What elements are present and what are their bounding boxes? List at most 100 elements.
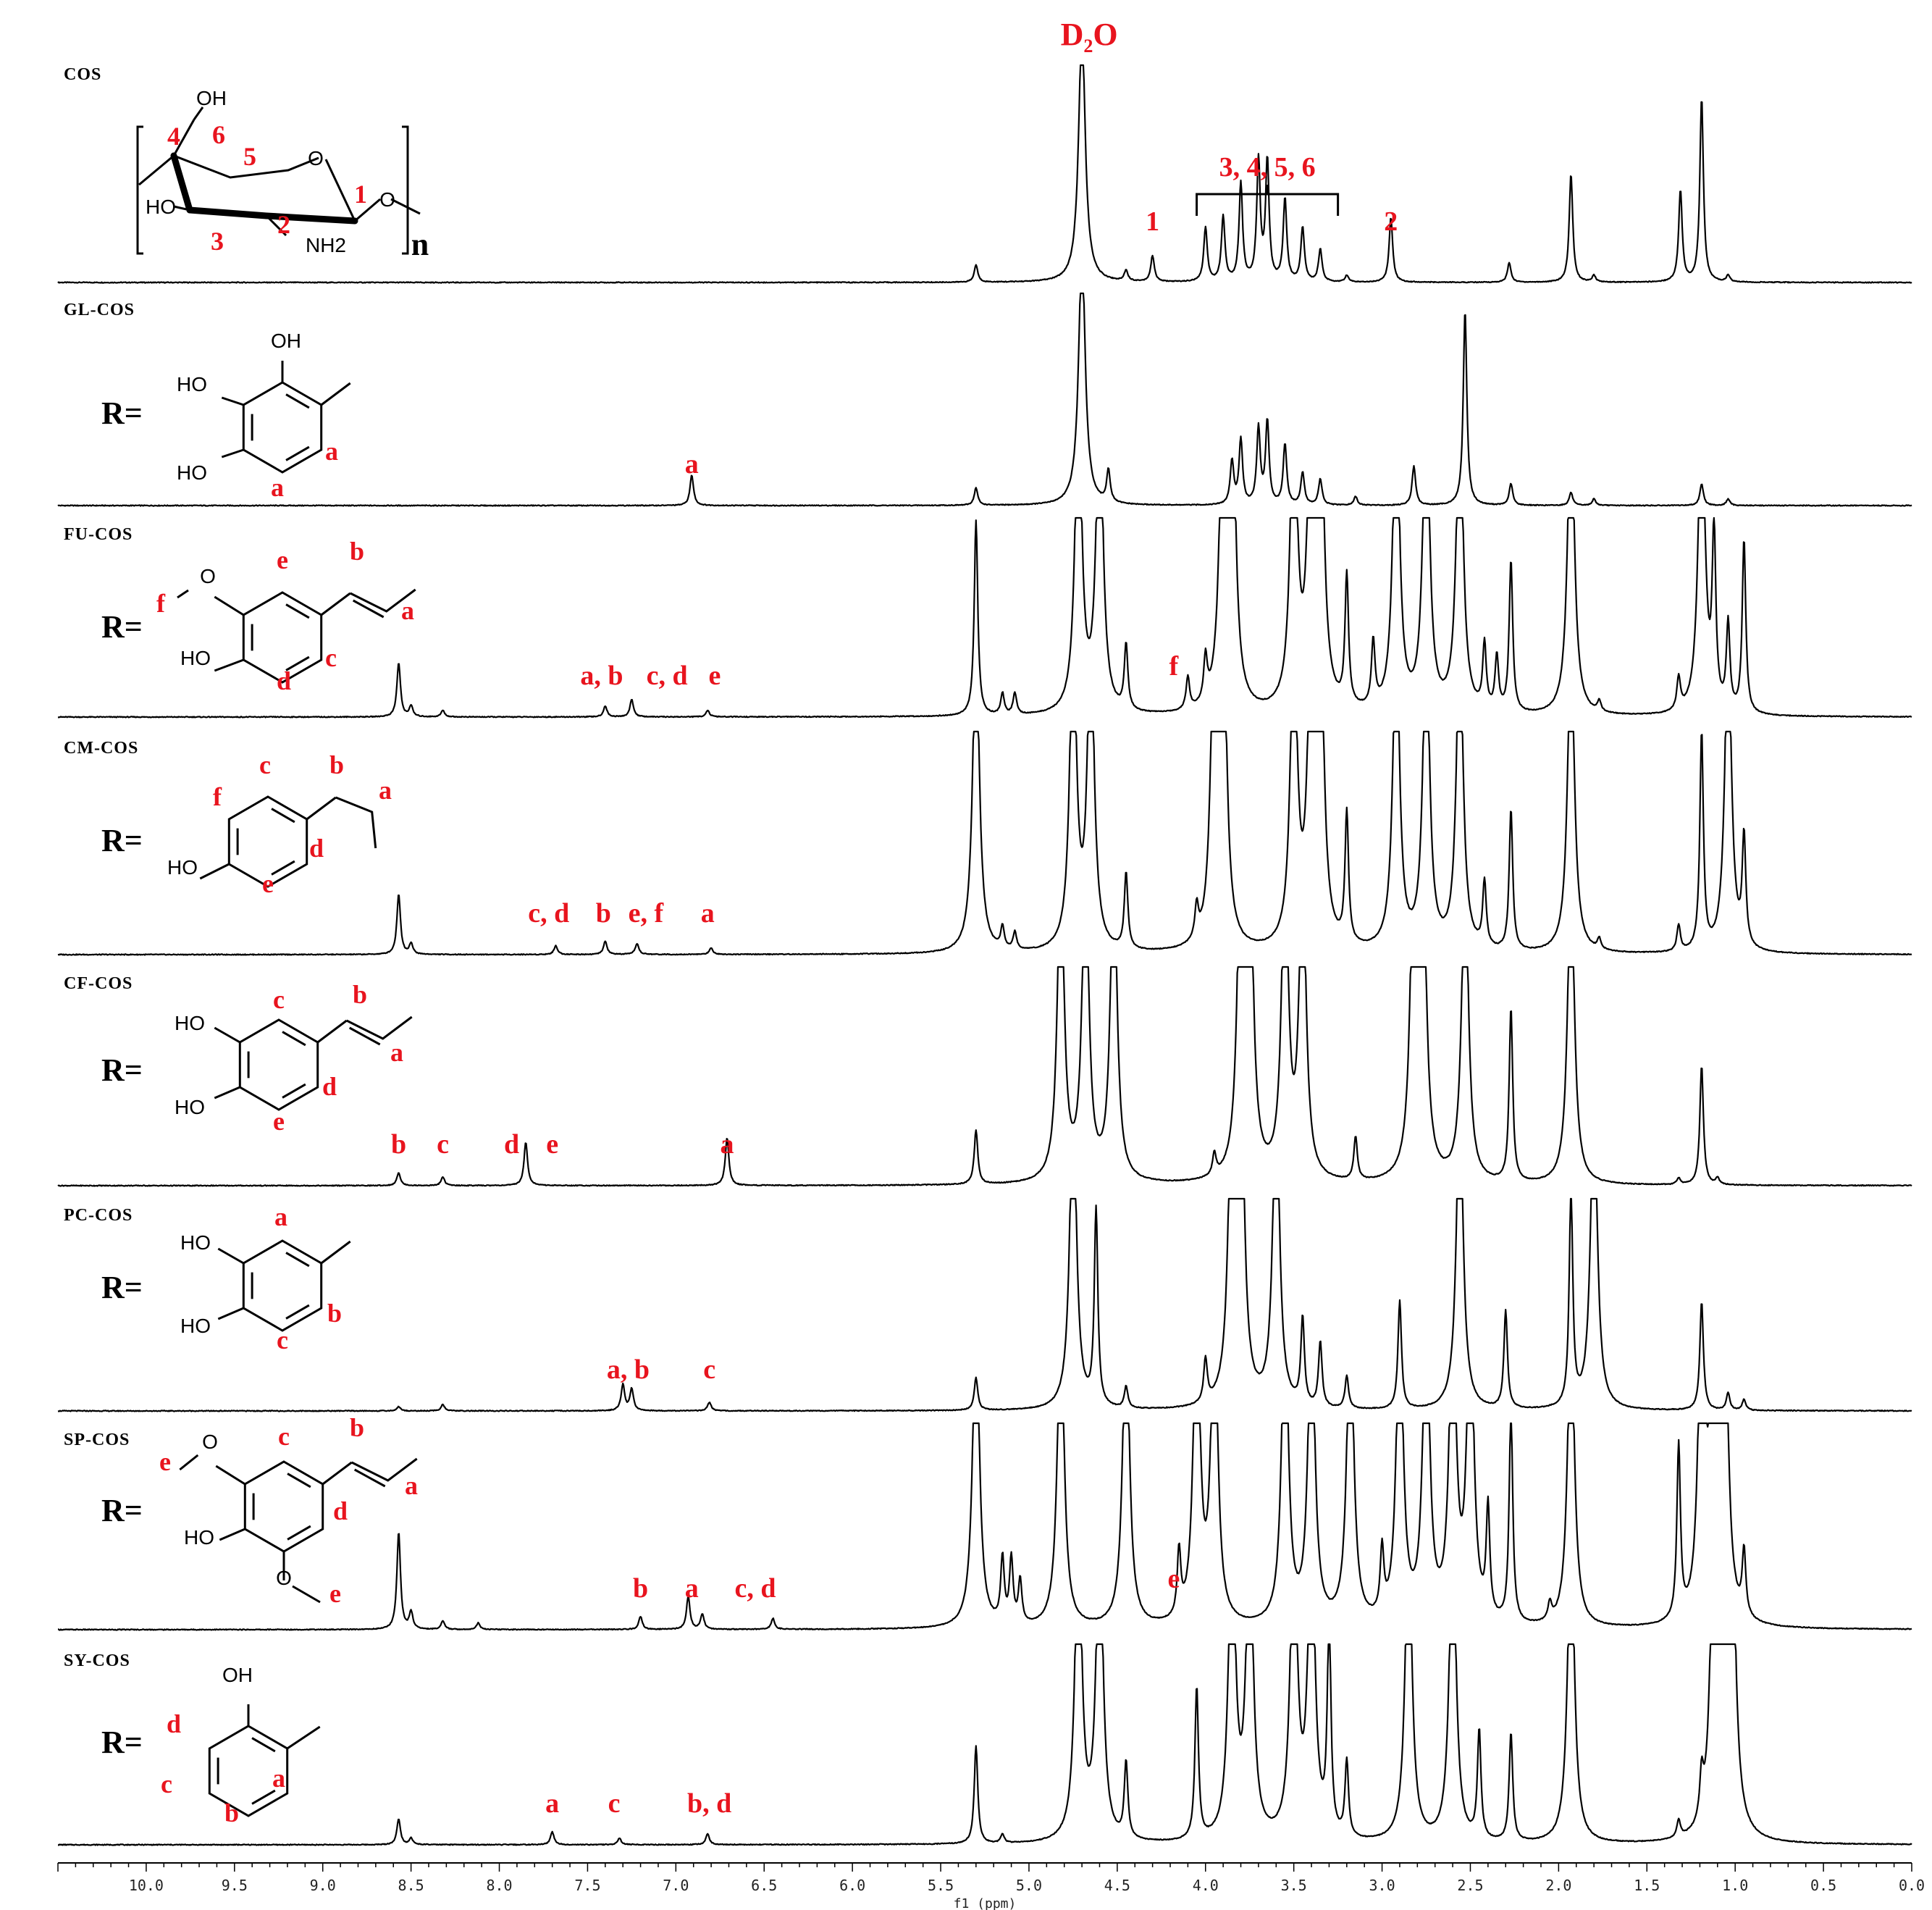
- sample-label: SY-COS: [64, 1651, 130, 1670]
- bond: [214, 658, 244, 672]
- peak-label: c: [608, 1788, 621, 1819]
- structure-label: 3: [211, 227, 224, 256]
- structure-label: e: [262, 869, 274, 898]
- r-label: R=: [101, 395, 143, 431]
- structure-label: c: [273, 985, 285, 1014]
- bracket: [1196, 185, 1340, 216]
- tick-label: 1.0: [1722, 1877, 1748, 1894]
- sample-label: CF-COS: [64, 974, 133, 993]
- ring-outline: [238, 1018, 319, 1111]
- spectrum-line-pc-cos: [57, 1197, 1912, 1412]
- bond: [348, 1026, 381, 1046]
- bond: [173, 205, 190, 211]
- bond: [217, 1247, 245, 1265]
- double-bond: [285, 1304, 310, 1320]
- tick-label: 8.5: [398, 1877, 424, 1894]
- tick-label: 0.0: [1899, 1877, 1925, 1894]
- peak-label: c: [437, 1129, 449, 1160]
- double-bond: [285, 655, 310, 671]
- structure-label: e: [277, 545, 288, 574]
- ring-outline: [242, 1239, 323, 1332]
- tick-label: 9.0: [310, 1877, 336, 1894]
- ring-outline: [242, 381, 323, 474]
- structure-label: e: [159, 1447, 171, 1476]
- peak-label: a, b: [580, 661, 623, 691]
- peak-label: b: [633, 1573, 648, 1604]
- sample-label: FU-COS: [64, 525, 133, 544]
- bond: [186, 206, 270, 219]
- structure-label: 1: [354, 180, 367, 209]
- structure-label: c: [277, 1325, 288, 1354]
- peak-label: a: [685, 1573, 699, 1604]
- structure-label: f: [156, 589, 166, 618]
- spectrum-sy-cos: [57, 1643, 1912, 1846]
- bond: [219, 1528, 245, 1541]
- structure-label: a: [390, 1038, 403, 1067]
- spectrum-fu-cos: [57, 516, 1912, 719]
- structure-label: b: [353, 980, 367, 1009]
- structure-label: HO: [177, 461, 207, 484]
- bond: [214, 595, 245, 616]
- structure-label: d: [309, 834, 324, 863]
- structure-label: HO: [167, 856, 198, 879]
- peak-label: b, d: [687, 1788, 731, 1819]
- tick-label: 7.5: [574, 1877, 600, 1894]
- structure-label: e: [329, 1579, 341, 1608]
- tick-label: 4.5: [1104, 1877, 1130, 1894]
- bond: [350, 588, 416, 613]
- tick-label: 6.5: [751, 1877, 777, 1894]
- peak-label: c, d: [735, 1573, 776, 1604]
- tick-label: 7.0: [663, 1877, 689, 1894]
- peak-label: e, f: [629, 898, 665, 929]
- structure-label: 6: [212, 120, 225, 149]
- benzene-ring: [238, 1018, 319, 1111]
- bond: [306, 796, 337, 821]
- bond: [221, 396, 244, 406]
- structure-label: O: [200, 565, 216, 587]
- bond: [390, 198, 421, 215]
- bond: [324, 159, 356, 222]
- structure-label: HO: [175, 1012, 205, 1034]
- structure-label: n: [411, 227, 429, 262]
- structure-label: 5: [243, 142, 256, 171]
- peak-label: 3, 4, 5, 6: [1219, 152, 1316, 183]
- double-bond: [285, 1252, 310, 1268]
- r-label: R=: [101, 1270, 143, 1305]
- tick-label: 3.0: [1369, 1877, 1395, 1894]
- peak-label: a: [721, 1129, 734, 1160]
- structure-label: b: [327, 1299, 342, 1328]
- double-bond: [285, 445, 310, 461]
- structure-label: b: [350, 1413, 364, 1442]
- peak-label: a: [545, 1788, 559, 1819]
- r-label: R=: [101, 1052, 143, 1088]
- bond: [221, 448, 244, 458]
- peak-label: e: [546, 1129, 558, 1160]
- peak-label: d: [504, 1129, 519, 1160]
- structure-label: HO: [180, 1231, 211, 1254]
- structure-label: HO: [184, 1526, 214, 1549]
- structure-label: HO: [180, 647, 211, 669]
- structure-label: c: [325, 643, 337, 672]
- structure-label: d: [322, 1072, 337, 1101]
- r-label: R=: [101, 609, 143, 645]
- structure-label: 4: [167, 122, 180, 151]
- bond: [217, 1307, 244, 1320]
- spectrum-line-sp-cos: [57, 1422, 1912, 1631]
- structure-label: b: [224, 1798, 239, 1827]
- bond: [265, 214, 287, 237]
- spectrum-pc-cos: [57, 1197, 1912, 1412]
- peak-label: c, d: [647, 661, 688, 691]
- bond: [346, 1015, 413, 1040]
- spectrum-line-sy-cos: [57, 1643, 1912, 1846]
- bond: [352, 599, 385, 619]
- x-axis: 10.0 9.5 9.0 8.5 8.0 7.5 7.0 6.5 6.0 5.5 5.0 4.5 4.0…: [57, 1862, 1925, 1910]
- peak-label: e: [1167, 1564, 1180, 1594]
- peak-label: a: [685, 449, 699, 479]
- structure-label: NH2: [306, 234, 346, 256]
- spectrum-sp-cos: [57, 1422, 1912, 1631]
- tick-label: 1.5: [1634, 1877, 1660, 1894]
- tick-label: 9.5: [222, 1877, 248, 1894]
- bond: [353, 1468, 386, 1488]
- sample-label: PC-COS: [64, 1206, 133, 1225]
